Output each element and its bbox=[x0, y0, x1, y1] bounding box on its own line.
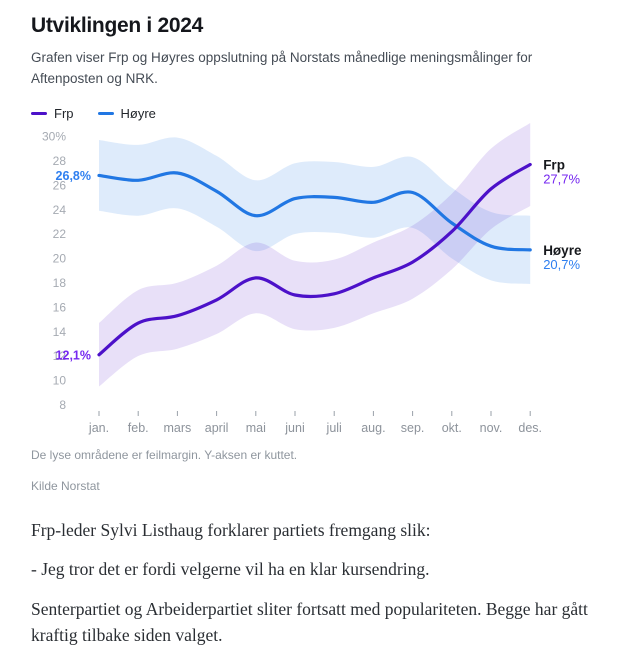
y-axis-label: 10 bbox=[53, 374, 67, 388]
chart-source: Kilde Norstat bbox=[31, 479, 100, 494]
frp-start-value: 12,1% bbox=[56, 348, 91, 362]
x-axis-label: nov. bbox=[480, 421, 503, 435]
x-axis-label: feb. bbox=[128, 421, 149, 435]
hoyre-start-value: 26,8% bbox=[56, 169, 91, 183]
y-axis-label: 20 bbox=[53, 252, 67, 266]
x-axis-label: juli bbox=[326, 421, 342, 435]
hoyre-error-band bbox=[99, 137, 531, 285]
legend-label-hoyre: Høyre bbox=[120, 106, 156, 122]
article-page: Utviklingen i 2024 Grafen viser Frp og H… bbox=[31, 14, 592, 648]
y-axis-label: 16 bbox=[53, 300, 67, 314]
x-axis-label: des. bbox=[518, 421, 542, 435]
axes: 30% 28 26 24 22 20 18 16 14 12 10 8 jan. feb. mars apri… bbox=[42, 130, 542, 435]
y-axis-label: 22 bbox=[53, 227, 67, 241]
frp-end-name: Frp bbox=[543, 158, 565, 173]
hoyre-end-value: 20,7% bbox=[543, 257, 580, 272]
y-axis-label: 8 bbox=[59, 398, 66, 412]
y-axis-label: 28 bbox=[53, 154, 67, 168]
x-axis-label: sep. bbox=[401, 421, 425, 435]
x-axis-label: mai bbox=[246, 421, 266, 435]
error-bands bbox=[99, 123, 531, 387]
frp-end-value: 27,7% bbox=[543, 172, 580, 187]
article-body: Frp-leder Sylvi Listhaug forklarer parti… bbox=[31, 517, 592, 648]
y-axis-label: 12 bbox=[53, 349, 67, 363]
y-axis-label: 30% bbox=[42, 130, 66, 144]
article-paragraph: Senterpartiet og Arbeiderpartiet sliter … bbox=[31, 598, 588, 645]
legend-item-frp[interactable]: Frp bbox=[31, 106, 74, 121]
trend-chart: 30% 28 26 24 22 20 18 16 14 12 10 8 jan. feb. mars apri… bbox=[42, 123, 582, 435]
y-axis-label: 24 bbox=[53, 203, 67, 217]
frp-trend-line bbox=[97, 162, 532, 357]
x-axis-label: juni bbox=[284, 421, 304, 435]
hoyre-line-swatch bbox=[97, 112, 114, 116]
chart-subtitle: Grafen viser Frp og Høyres oppslutning p… bbox=[31, 50, 533, 87]
x-axis-label: okt. bbox=[442, 421, 462, 435]
page-title: Utviklingen i 2024 bbox=[31, 14, 204, 37]
chart-legend: Frp Høyre bbox=[31, 106, 592, 121]
x-axis-label: april bbox=[205, 421, 229, 435]
y-axis-label: 14 bbox=[53, 325, 67, 339]
hoyre-end-name: Høyre bbox=[543, 243, 582, 258]
frp-error-band bbox=[99, 123, 531, 387]
legend-label-frp: Frp bbox=[54, 106, 74, 122]
chart-footnote: De lyse områdene er feilmargin. Y-aksen … bbox=[31, 448, 298, 463]
x-axis-label: jan. bbox=[88, 421, 109, 435]
article-paragraph: - Jeg tror det er fordi velgerne vil ha … bbox=[31, 559, 430, 580]
hoyre-trend-line bbox=[97, 171, 532, 252]
trend-lines bbox=[97, 162, 532, 357]
legend-item-hoyre[interactable]: Høyre bbox=[97, 106, 156, 122]
y-axis-label: 18 bbox=[53, 276, 67, 290]
y-axis-label: 26 bbox=[53, 178, 67, 192]
x-axis-label: mars bbox=[164, 421, 192, 435]
frp-line-swatch bbox=[31, 112, 47, 116]
article-paragraph: Frp-leder Sylvi Listhaug forklarer parti… bbox=[31, 520, 431, 541]
x-axis-label: aug. bbox=[361, 421, 385, 435]
